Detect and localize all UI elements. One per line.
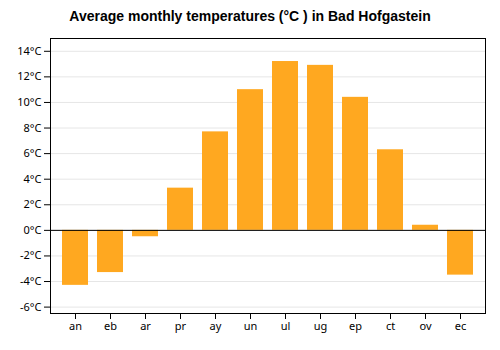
svg-text:10°C: 10°C [17, 94, 41, 109]
svg-text:eb: eb [104, 318, 117, 333]
html-text:Average monthly temperatures (: Average monthly temperatures (°C ) in Ba… [69, 8, 431, 24]
svg-text:ep: ep [349, 318, 362, 333]
svg-text:-6°C: -6°C [20, 299, 42, 314]
svg-text:ct: ct [386, 318, 395, 333]
svg-text:4°C: 4°C [24, 171, 42, 186]
svg-text:0°C: 0°C [24, 222, 42, 237]
svg-text:ar: ar [140, 318, 151, 333]
svg-text:ug: ug [314, 318, 328, 333]
svg-text:2°C: 2°C [24, 196, 42, 211]
svg-text:14°C: 14°C [17, 43, 41, 58]
svg-text:ul: ul [281, 318, 291, 333]
svg-text:un: un [244, 318, 258, 333]
svg-text:-4°C: -4°C [20, 273, 42, 288]
svg-text:8°C: 8°C [24, 120, 42, 135]
svg-text:-2°C: -2°C [20, 247, 42, 262]
svg-text:an: an [69, 318, 82, 333]
svg-text:ay: ay [210, 318, 222, 333]
svg-text:ov: ov [419, 318, 431, 333]
svg-text:6°C: 6°C [24, 145, 42, 160]
svg-text:pr: pr [175, 318, 187, 333]
svg-text:12°C: 12°C [17, 68, 41, 83]
svg-text:ec: ec [455, 318, 466, 333]
